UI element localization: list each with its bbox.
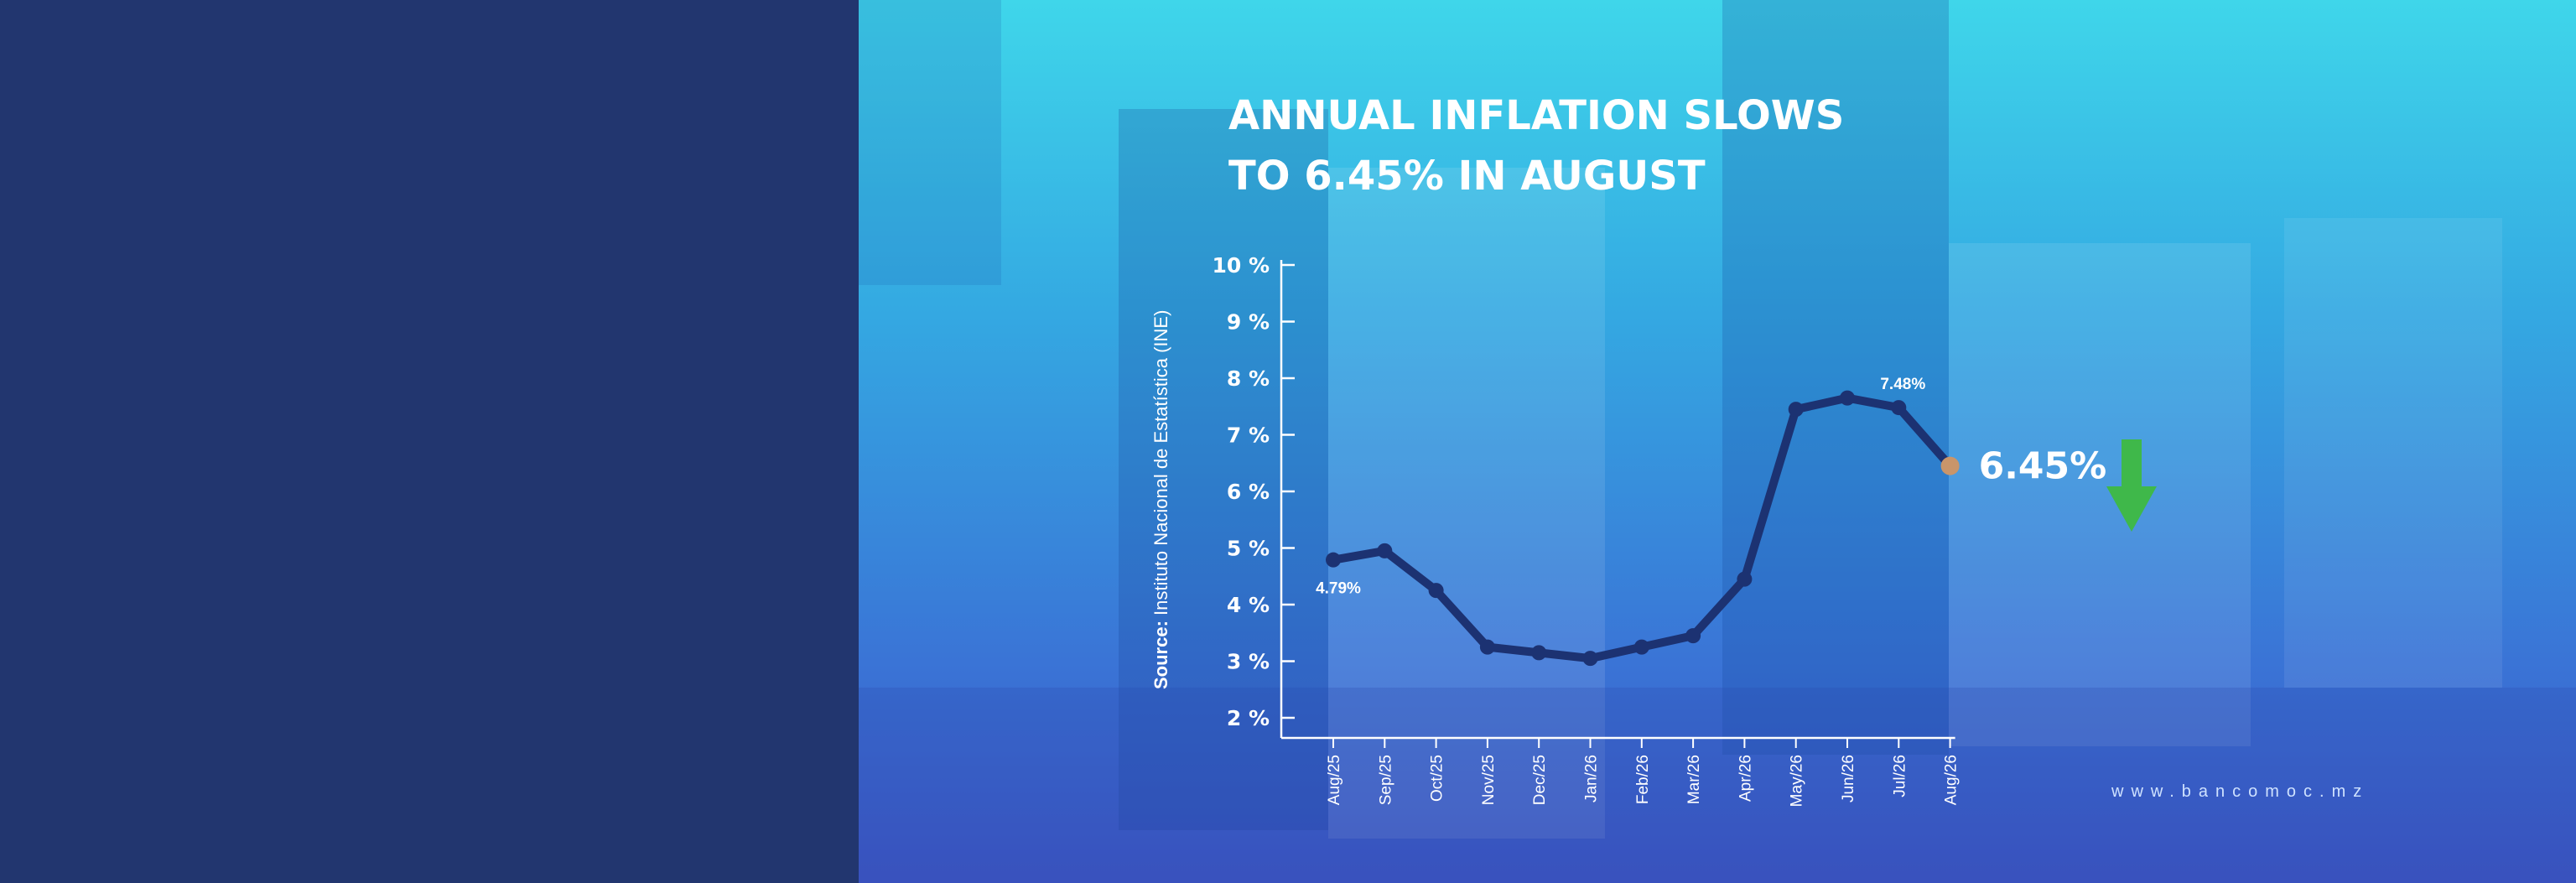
series-points: [1326, 390, 1960, 667]
data-point: [1428, 583, 1444, 599]
y-tick-label: 5 %: [1227, 537, 1270, 561]
left-panel: [0, 0, 859, 883]
window-block: [859, 0, 1001, 285]
data-label: 4.79%: [1316, 580, 1361, 598]
title-line-2: TO 6.45% IN AUGUST: [1228, 153, 1706, 200]
y-tick-label: 9 %: [1227, 310, 1270, 335]
data-point: [1377, 543, 1393, 558]
y-tick-label: 8 %: [1227, 366, 1270, 391]
title-line-1: ANNUAL INFLATION SLOWS: [1228, 92, 1845, 139]
data-point: [1840, 390, 1855, 406]
y-tick-label: 4 %: [1227, 593, 1270, 617]
series-line-group: [1329, 393, 1955, 663]
x-tick-label: Jan/26: [1583, 755, 1601, 802]
banner-background: [859, 0, 2576, 883]
ground-shade: [859, 688, 2576, 883]
building-far-right: [2284, 218, 2502, 688]
building-center: [1328, 168, 1605, 839]
annotations: 4.79% 7.48% 6.45%: [1316, 376, 2106, 598]
data-point: [1479, 639, 1495, 655]
data-point: [1788, 402, 1804, 418]
data-point: [1326, 552, 1341, 568]
x-tick-label: Jul/26: [1891, 755, 1909, 797]
axes: [1280, 260, 1955, 748]
x-tick-label: Oct/25: [1429, 755, 1446, 802]
building-right-low: [1949, 243, 2251, 746]
data-point: [1891, 400, 1907, 416]
data-label: 7.48%: [1880, 376, 1925, 393]
highlight-value-label: 6.45%: [1979, 445, 2107, 488]
building-tower: [1722, 0, 1949, 755]
building-left: [1119, 109, 1328, 830]
data-point: [1633, 639, 1649, 655]
y-tick-label: 7 %: [1227, 423, 1270, 448]
x-tick-label: Jun/26: [1840, 755, 1857, 802]
x-tick-label: Dec/25: [1531, 755, 1549, 805]
x-tick-label: Mar/26: [1685, 755, 1703, 804]
x-tick-label: Sep/25: [1377, 755, 1394, 805]
x-tick-label: Feb/26: [1634, 755, 1652, 804]
x-tick-labels: Aug/25 Sep/25 Oct/25 Nov/25 Dec/25 Jan/26 Feb/…: [1326, 755, 1961, 807]
y-tick-label: 2 %: [1227, 706, 1270, 730]
x-tick-label: Apr/26: [1737, 755, 1754, 802]
y-tick-labels: 2 % 3 % 4 % 5 % 6 % 7 % 8 % 9 % 10 %: [1212, 253, 1270, 730]
data-point: [1685, 628, 1701, 644]
data-point: [1531, 645, 1547, 661]
chart-title: ANNUAL INFLATION SLOWS TO 6.45% IN AUGUS…: [1228, 86, 1844, 206]
x-tick-label: Nov/25: [1480, 755, 1498, 805]
highlight-data-point: [1940, 456, 1960, 475]
y-tick-label: 10 %: [1212, 253, 1270, 278]
arrow-head: [2106, 486, 2157, 532]
x-tick-label: Aug/26: [1943, 755, 1961, 805]
website-url: www.bancomoc.mz: [2111, 782, 2370, 801]
data-point: [1737, 571, 1753, 587]
y-tick-label: 3 %: [1227, 650, 1270, 674]
data-point: [1582, 651, 1598, 667]
series-line: [1329, 393, 1955, 663]
arrow-shaft: [2122, 439, 2142, 490]
x-tick-label: May/26: [1789, 755, 1806, 807]
arrow-down-icon: [2106, 439, 2157, 532]
x-tick-label: Aug/25: [1326, 755, 1343, 805]
y-tick-label: 6 %: [1227, 480, 1270, 504]
